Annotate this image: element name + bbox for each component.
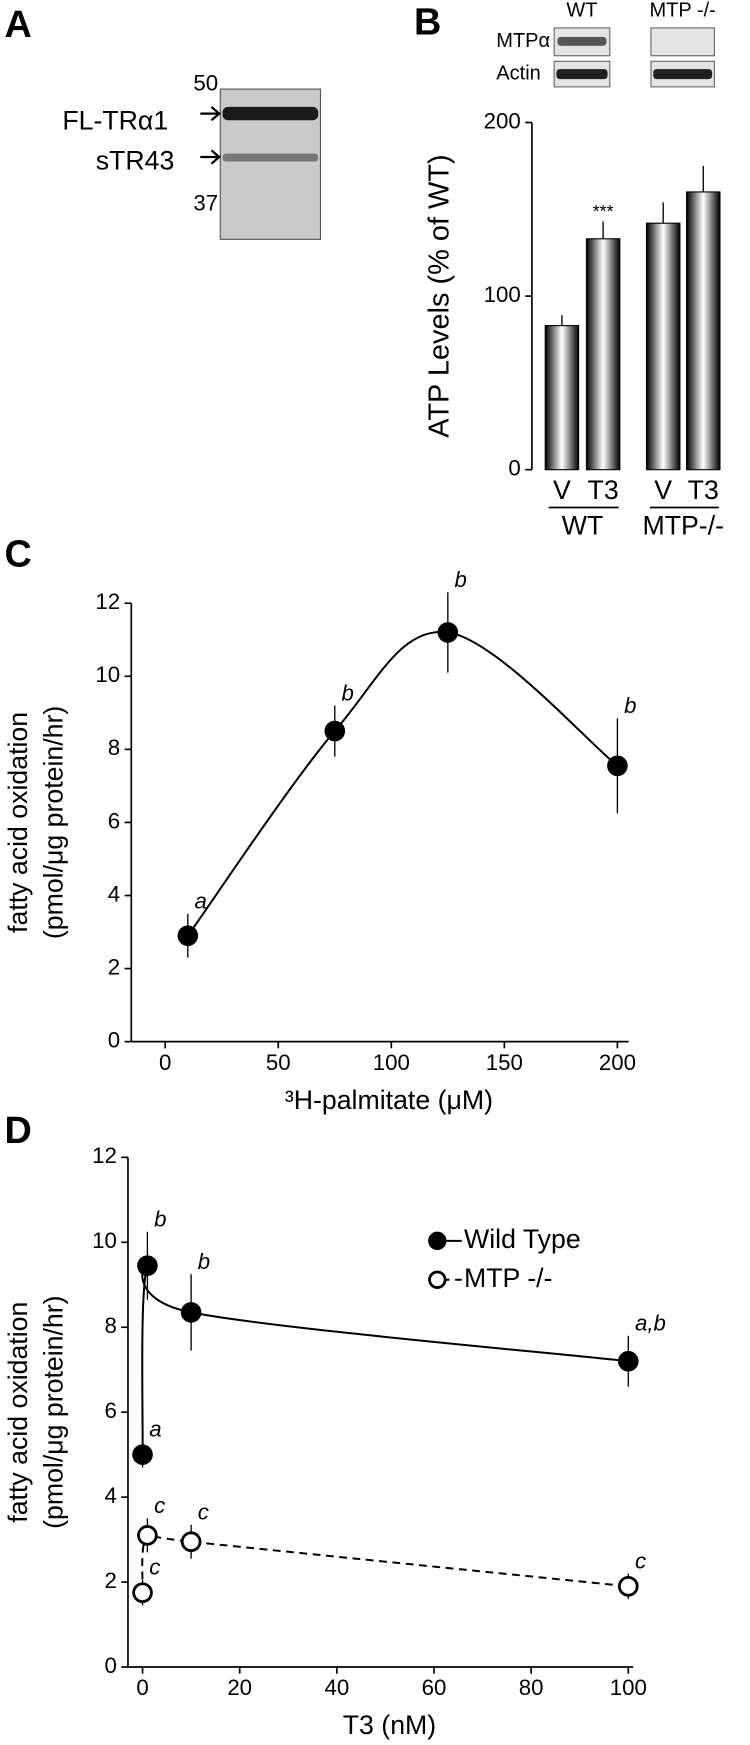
blot-row-label: MTPα [496, 30, 550, 52]
y-tick-label: 0 [104, 1653, 116, 1678]
y-axis-label: (pmol/μg protein/hr) [39, 1295, 69, 1528]
y-tick-label: 0 [508, 456, 520, 481]
y-tick-label: 4 [104, 1483, 116, 1508]
y-tick-label: 12 [95, 589, 120, 614]
point-label: c [149, 1555, 160, 1580]
legend-marker [428, 1231, 447, 1251]
point [437, 622, 459, 643]
blot-row-label: Actin [496, 62, 540, 84]
y-tick-label: 6 [108, 808, 120, 833]
x-tick-label: V [654, 475, 672, 505]
point-label: b [154, 1206, 166, 1231]
y-axis-label: ATP Levels (% of WT) [423, 154, 455, 437]
x-tick-label: 100 [373, 1050, 410, 1075]
x-tick-label: T3 [588, 475, 619, 505]
point [607, 755, 628, 777]
point-label: b [455, 567, 467, 592]
marker-label: 37 [193, 191, 218, 216]
x-tick-label: T3 [688, 475, 719, 505]
significance: *** [593, 201, 614, 221]
blot-band [222, 106, 319, 121]
point-label: b [198, 1249, 210, 1274]
point-label: a [149, 1417, 161, 1442]
x-axis-label: ³H-palmitate (μM) [285, 1085, 493, 1115]
point [618, 1350, 639, 1372]
point-label: a,b [635, 1310, 666, 1335]
panel-label: C [4, 533, 31, 575]
band-label: sTR43 [96, 146, 175, 176]
point [618, 1576, 639, 1597]
panel-label: D [4, 1110, 31, 1152]
x-tick-label: 0 [136, 1675, 148, 1700]
band-label: FL-TRα1 [62, 106, 168, 136]
blot-column-label: MTP -/- [650, 0, 716, 22]
point-label: c [635, 1548, 646, 1573]
series-line [187, 631, 619, 937]
x-tick-label: 0 [159, 1050, 171, 1075]
point-label: b [624, 693, 636, 718]
x-tick-label: 100 [610, 1675, 647, 1700]
y-axis-label: (pmol/μg protein/hr) [39, 706, 69, 939]
point [137, 1525, 158, 1546]
point [180, 1302, 202, 1323]
point-label: a [195, 889, 207, 914]
panel-label: B [414, 2, 441, 44]
bar [645, 222, 681, 471]
y-tick-label: 10 [92, 1228, 117, 1253]
point-label: c [154, 1493, 165, 1518]
point [132, 1582, 153, 1603]
y-axis-label: fatty acid oxidation [3, 712, 33, 933]
blot-band [222, 153, 319, 162]
group-label: WT [562, 511, 603, 541]
x-tick-label: 20 [227, 1675, 252, 1700]
blot-band [653, 69, 713, 80]
x-tick-label: 150 [486, 1050, 523, 1075]
y-tick-label: 4 [108, 881, 120, 906]
blot-band [556, 69, 608, 80]
point-label: c [198, 1499, 209, 1524]
bar [686, 191, 721, 471]
y-tick-label: 200 [484, 108, 521, 133]
x-tick-label: 40 [324, 1675, 349, 1700]
point [324, 720, 346, 742]
marker-label: 50 [193, 71, 218, 96]
series-line [141, 1258, 629, 1455]
point [137, 1255, 158, 1276]
y-tick-label: 2 [104, 1568, 116, 1593]
x-tick-label: 80 [519, 1675, 544, 1700]
x-tick-label: 200 [599, 1050, 636, 1075]
point [132, 1444, 153, 1465]
arrow [200, 149, 221, 165]
x-tick-label: 60 [422, 1675, 447, 1700]
point [177, 925, 199, 946]
y-tick-label: 2 [108, 954, 120, 979]
y-tick-label: 10 [95, 662, 120, 687]
y-tick-label: 8 [108, 735, 120, 760]
blot-band [557, 36, 607, 46]
x-tick-label: V [553, 475, 571, 505]
point-label: b [341, 680, 353, 705]
panel-label: A [4, 4, 31, 46]
series-line [141, 1530, 629, 1593]
legend-label: Wild Type [464, 1224, 581, 1254]
y-tick-label: 12 [92, 1143, 117, 1168]
blot-lane [650, 27, 715, 57]
y-tick-label: 6 [104, 1398, 116, 1423]
legend-label: MTP -/- [464, 1263, 552, 1293]
y-tick-label: 100 [484, 282, 521, 307]
arrow [200, 106, 221, 122]
bar [585, 238, 621, 471]
legend-marker [428, 1270, 447, 1289]
group-label: MTP-/- [642, 511, 724, 541]
blot-column-label: WT [566, 0, 597, 22]
point [180, 1531, 202, 1553]
x-tick-label: 50 [266, 1050, 291, 1075]
y-axis-label: fatty acid oxidation [3, 1302, 33, 1523]
y-tick-label: 8 [104, 1313, 116, 1338]
y-tick-label: 0 [108, 1028, 120, 1053]
x-axis-label: T3 (nM) [343, 1710, 436, 1740]
bar [544, 325, 580, 471]
